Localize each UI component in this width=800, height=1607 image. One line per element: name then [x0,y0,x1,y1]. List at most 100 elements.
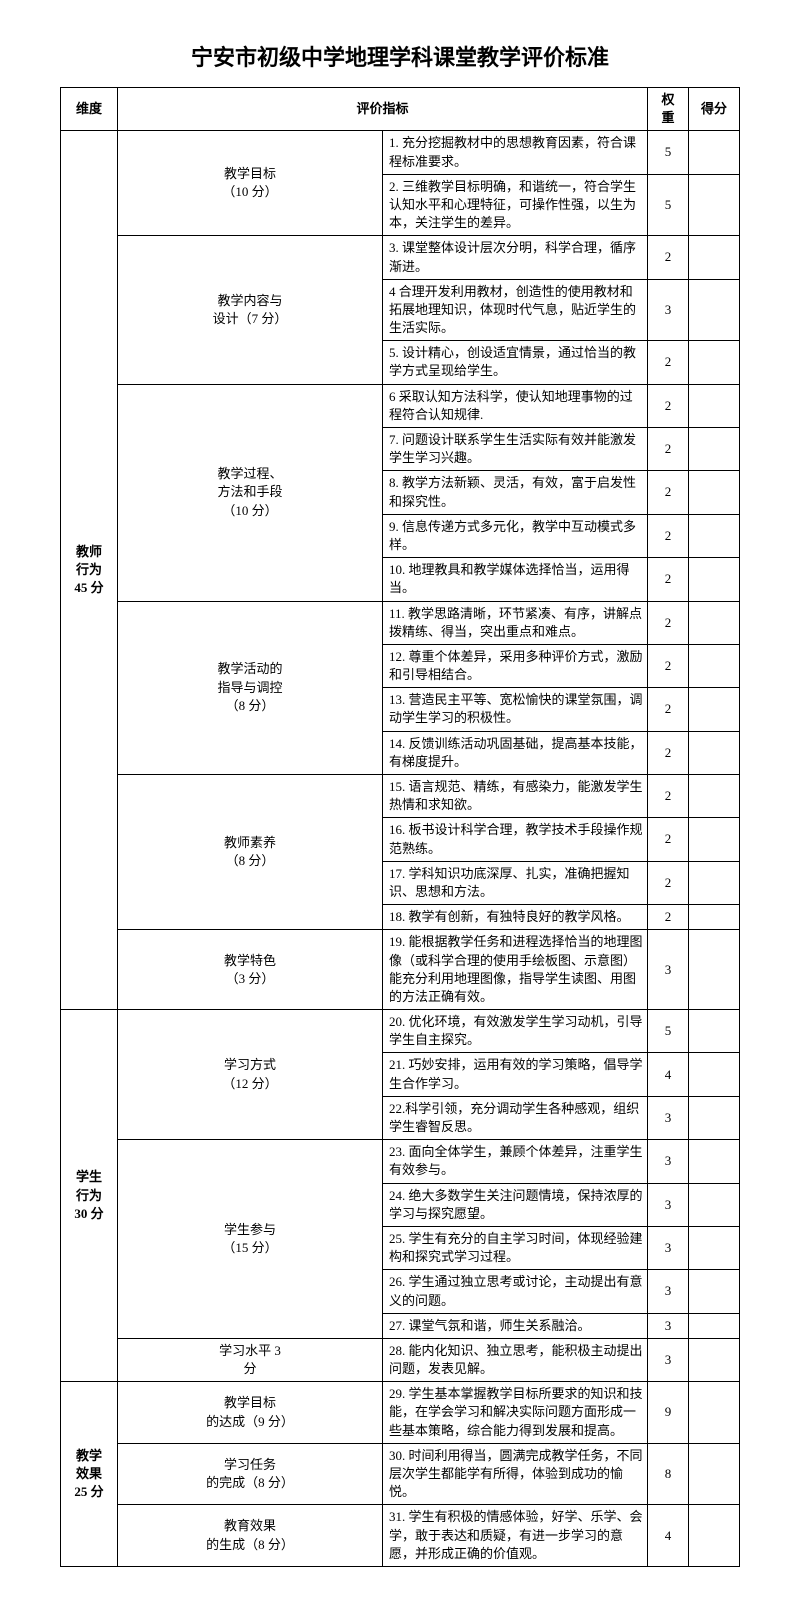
score-cell [689,818,740,861]
weight-cell: 3 [648,1313,689,1338]
weight-cell: 2 [648,601,689,644]
table-row: 29. 学生基本掌握教学目标所要求的知识和技能，在学会学习和解决实际问题方面形成… [383,1382,648,1444]
table-row: 3. 课堂整体设计层次分明，科学合理，循序渐进。 [383,236,648,279]
table-row: 24. 绝大多数学生关注问题情境，保持浓厚的学习与探究愿望。 [383,1183,648,1226]
score-cell [689,930,740,1010]
table-row: 23. 面向全体学生，兼顾个体差异，注重学生有效参与。 [383,1140,648,1183]
weight-cell: 5 [648,174,689,236]
table-row: 21. 巧妙安排，运用有效的学习策略，倡导学生合作学习。 [383,1053,648,1096]
table-row: 11. 教学思路清晰，环节紧凑、有序，讲解点拨精练、得当，突出重点和难点。 [383,601,648,644]
table-row: 22.科学引领，充分调动学生各种感观，组织学生睿智反思。 [383,1096,648,1139]
weight-cell: 2 [648,905,689,930]
header-dimension: 维度 [61,88,118,131]
score-cell [689,341,740,384]
weight-cell: 3 [648,279,689,341]
score-cell [689,1505,740,1567]
weight-cell: 4 [648,1053,689,1096]
score-cell [689,514,740,557]
weight-cell: 5 [648,131,689,174]
cat-9: 学习水平 3 分 [118,1338,383,1381]
weight-cell: 3 [648,1140,689,1183]
table-row: 9. 信息传递方式多元化，教学中互动模式多样。 [383,514,648,557]
table-row: 20. 优化环境，有效激发学生学习动机，引导学生自主探究。 [383,1010,648,1053]
score-cell [689,384,740,427]
weight-cell: 5 [648,1010,689,1053]
cat-6: 教学特色 （3 分） [118,930,383,1010]
weight-cell: 8 [648,1443,689,1505]
score-cell [689,1270,740,1313]
table-row: 25. 学生有充分的自主学习时间，体现经验建构和探究式学习过程。 [383,1226,648,1269]
weight-cell: 2 [648,471,689,514]
weight-cell: 2 [648,428,689,471]
score-cell [689,279,740,341]
weight-cell: 4 [648,1505,689,1567]
table-row: 30. 时间利用得当，圆满完成教学任务，不同层次学生都能学有所得，体验到成功的愉… [383,1443,648,1505]
table-row: 28. 能内化知识、独立思考，能积极主动提出问题，发表见解。 [383,1338,648,1381]
score-cell [689,558,740,601]
cat-5: 教师素养 （8 分） [118,775,383,930]
table-row: 8. 教学方法新颖、灵活，有效，富于启发性和探究性。 [383,471,648,514]
weight-cell: 2 [648,861,689,904]
score-cell [689,1140,740,1183]
score-cell [689,861,740,904]
score-cell [689,644,740,687]
cat-3: 教学过程、 方法和手段 （10 分） [118,384,383,601]
cat-1: 教学目标 （10 分） [118,131,383,236]
score-cell [689,1183,740,1226]
dim-effect: 教学 效果 25 分 [61,1382,118,1567]
weight-cell: 2 [648,775,689,818]
score-cell [689,775,740,818]
score-cell [689,174,740,236]
page-title: 宁安市初级中学地理学科课堂教学评价标准 [60,40,740,72]
weight-cell: 3 [648,1096,689,1139]
weight-cell: 3 [648,930,689,1010]
score-cell [689,1443,740,1505]
table-row: 12. 尊重个体差异，采用多种评价方式，激励和引导相结合。 [383,644,648,687]
score-cell [689,471,740,514]
dim-teacher: 教师 行为 45 分 [61,131,118,1010]
weight-cell: 9 [648,1382,689,1444]
table-row: 10. 地理教具和教学媒体选择恰当，运用得当。 [383,558,648,601]
table-row: 1. 充分挖掘教材中的思想教育因素，符合课程标准要求。 [383,131,648,174]
header-score: 得分 [689,88,740,131]
score-cell [689,601,740,644]
score-cell [689,131,740,174]
weight-cell: 2 [648,731,689,774]
score-cell [689,1313,740,1338]
score-cell [689,1096,740,1139]
evaluation-table: 维度 评价指标 权 重 得分 教师 行为 45 分 教学目标 （10 分） 1.… [60,87,740,1567]
header-weight: 权 重 [648,88,689,131]
weight-cell: 2 [648,688,689,731]
table-row: 5. 设计精心，创设适宜情景，通过恰当的教学方式呈现给学生。 [383,341,648,384]
weight-cell: 2 [648,341,689,384]
table-row: 27. 课堂气氛和谐，师生关系融洽。 [383,1313,648,1338]
weight-cell: 3 [648,1338,689,1381]
score-cell [689,688,740,731]
cat-7: 学习方式 （12 分） [118,1010,383,1140]
dim-student: 学生 行为 30 分 [61,1010,118,1382]
weight-cell: 2 [648,514,689,557]
score-cell [689,1338,740,1381]
weight-cell: 2 [648,558,689,601]
table-row: 17. 学科知识功底深厚、扎实，准确把握知识、思想和方法。 [383,861,648,904]
weight-cell: 2 [648,236,689,279]
weight-cell: 3 [648,1183,689,1226]
cat-11: 学习任务 的完成（8 分） [118,1443,383,1505]
table-row: 7. 问题设计联系学生生活实际有效并能激发学生学习兴趣。 [383,428,648,471]
table-row: 16. 板书设计科学合理，教学技术手段操作规范熟练。 [383,818,648,861]
table-row: 6 采取认知方法科学，使认知地理事物的过程符合认知规律. [383,384,648,427]
score-cell [689,1226,740,1269]
score-cell [689,905,740,930]
cat-8: 学生参与 （15 分） [118,1140,383,1339]
weight-cell: 3 [648,1270,689,1313]
table-row: 15. 语言规范、精练，有感染力，能激发学生热情和求知欲。 [383,775,648,818]
score-cell [689,1010,740,1053]
table-row: 18. 教学有创新，有独特良好的教学风格。 [383,905,648,930]
table-row: 14. 反馈训练活动巩固基础，提高基本技能，有梯度提升。 [383,731,648,774]
weight-cell: 2 [648,384,689,427]
cat-12: 教育效果 的生成（8 分） [118,1505,383,1567]
weight-cell: 2 [648,818,689,861]
cat-4: 教学活动的 指导与调控 （8 分） [118,601,383,775]
table-row: 31. 学生有积极的情感体验，好学、乐学、会学，敢于表达和质疑，有进一步学习的意… [383,1505,648,1567]
weight-cell: 2 [648,644,689,687]
